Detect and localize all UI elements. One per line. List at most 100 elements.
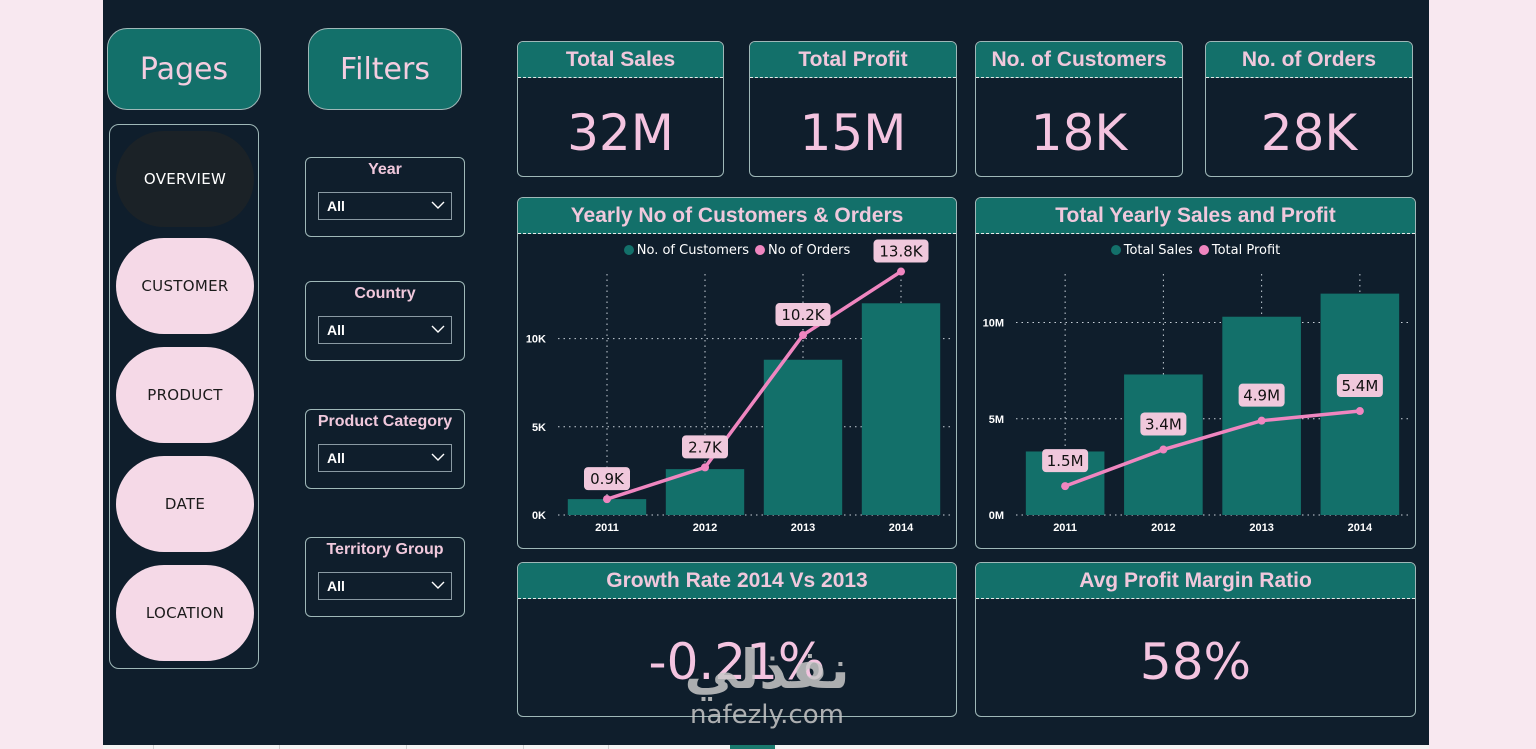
x-tick-label: 2013 [791,522,815,534]
chart-title: Yearly No of Customers & Orders [518,198,956,234]
country-slicer-title: Country [354,285,416,302]
legend-label: No. of Customers [636,243,750,258]
bar [1320,293,1400,515]
bar [567,499,647,515]
legend-item[interactable]: No of Orders [755,243,850,258]
data-label-bg [1140,412,1187,436]
tab-divider [523,745,524,749]
nav-customer-button[interactable]: CUSTOMER [116,238,254,334]
x-tick-label: 2013 [1249,522,1273,534]
chevron-down-icon [431,581,445,589]
bar [1222,316,1301,515]
line-point [1061,482,1070,491]
country-dropdown-value: All [327,322,345,338]
legend-swatch [755,245,766,255]
growth-rate-card: Growth Rate 2014 Vs 2013 -0.21% [517,562,957,717]
kpi-orders-card: No. of Orders 28K [1205,41,1413,177]
x-tick-label: 2012 [693,522,717,534]
legend-label: Total Profit [1211,243,1281,258]
data-label-bg [584,467,630,491]
legend-swatch [1198,245,1209,255]
y-tick-label: 5K [532,422,546,434]
active-tab-indicator [730,745,775,749]
y-tick-label: 5M [989,414,1004,426]
bar [1124,374,1203,515]
page-navigator: OVERVIEW CUSTOMER PRODUCT DATE LOCATION [109,124,259,669]
kpi-value: 15M [799,104,907,162]
data-label: 13.8K [879,243,923,261]
line-point [1257,416,1266,425]
kpi-value: -0.21% [648,633,826,691]
year-dropdown-value: All [327,198,345,214]
line-series [606,270,902,501]
pages-header-button[interactable]: Pages [107,28,261,110]
kpi-total-profit-card: Total Profit 15M [749,41,957,177]
data-label-bg [1042,449,1089,473]
chevron-down-icon [431,325,445,333]
kpi-total-sales-card: Total Sales 32M [517,41,724,177]
y-tick-label: 0K [532,510,546,522]
customers-orders-chart: Yearly No of Customers & Orders No. of C… [517,197,957,549]
x-tick-label: 2011 [1053,522,1077,534]
tab-divider [608,745,609,749]
data-label: 0.9K [590,470,625,488]
line-point [1159,445,1168,454]
chart-title: Total Yearly Sales and Profit [976,198,1415,234]
data-label-bg [682,435,728,459]
tab-divider [153,745,154,749]
x-tick-label: 2014 [1348,522,1373,534]
kpi-title: Growth Rate 2014 Vs 2013 [518,563,956,599]
x-tick-label: 2014 [889,522,914,534]
data-label: 1.5M [1047,452,1084,470]
kpi-title: No. of Orders [1206,42,1412,78]
line-point [897,267,905,276]
data-label: 10.2K [781,306,825,324]
kpi-value: 28K [1260,104,1358,162]
chart-legend: Total Sales Total Profit [976,243,1415,258]
data-label-bg [1238,383,1285,407]
y-tick-label: 10M [983,318,1004,330]
data-label-bg [873,239,929,263]
kpi-title: No. of Customers [976,42,1182,78]
tab-divider [279,745,280,749]
line-point [1355,407,1364,416]
kpi-title: Total Profit [750,42,956,78]
filters-header-button[interactable]: Filters [308,28,462,110]
line-point [603,495,611,504]
nav-date-button[interactable]: DATE [116,456,254,552]
x-tick-label: 2011 [595,522,619,534]
year-slicer: Year All [305,157,465,237]
country-dropdown[interactable]: All [318,316,452,344]
chevron-down-icon [431,453,445,461]
data-label: 2.7K [688,438,723,456]
kpi-title: Total Sales [518,42,723,78]
territory-group-dropdown[interactable]: All [318,572,452,600]
product-category-dropdown-value: All [327,450,345,466]
country-slicer: Country All [305,281,465,361]
nav-product-button[interactable]: PRODUCT [116,347,254,443]
nav-location-button[interactable]: LOCATION [116,565,254,661]
tab-divider [406,745,407,749]
line-point [701,463,709,472]
legend-item[interactable]: No. of Customers [623,243,750,258]
year-dropdown[interactable]: All [318,192,452,220]
kpi-value: 58% [1139,633,1252,691]
y-tick-label: 0M [989,510,1004,522]
legend-item[interactable]: Total Sales [1110,243,1193,258]
legend-item[interactable]: Total Profit [1198,243,1281,258]
nav-overview-button[interactable]: OVERVIEW [116,131,254,227]
bar [861,303,941,515]
x-tick-label: 2012 [1151,522,1175,534]
kpi-value: 32M [567,104,674,162]
line-series [1064,409,1361,488]
data-label: 5.4M [1341,377,1378,395]
chart-plot: 0M 5M 10M 2011 2012 2013 2014 1.5M 3.4M 4.9M 5.4M [983,274,1409,534]
product-category-dropdown[interactable]: All [318,444,452,472]
y-tick-label: 10K [526,334,546,346]
chevron-down-icon [431,201,445,209]
year-slicer-title: Year [368,161,402,178]
territory-group-slicer: Territory Group All [305,537,465,617]
data-label-bg [1336,374,1383,398]
product-category-slicer: Product Category All [305,409,465,489]
territory-group-slicer-title: Territory Group [326,541,444,558]
